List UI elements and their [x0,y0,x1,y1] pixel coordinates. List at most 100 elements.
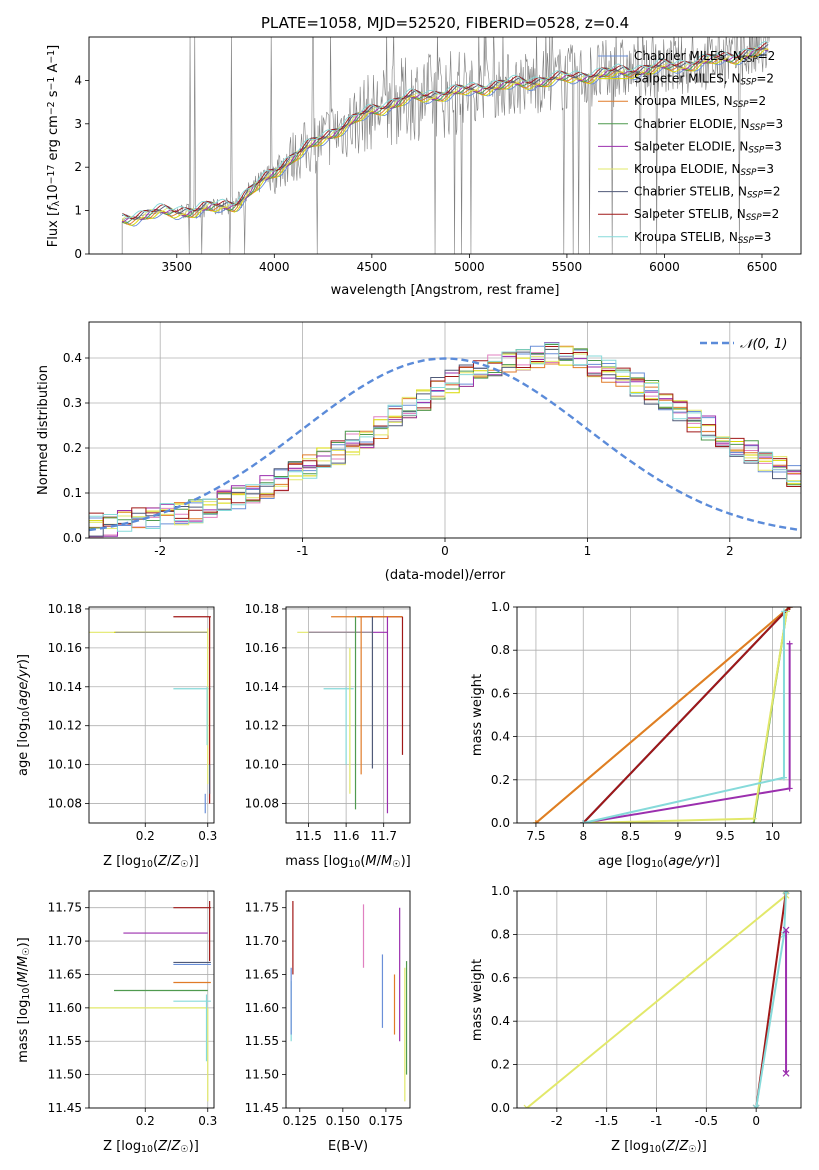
weight-marker [523,1104,531,1108]
x-tick-label: -2 [154,544,166,558]
axes-frame [88,890,215,1109]
legend-label: Salpeter ELODIE, NSSP=3 [634,139,782,155]
y-tick-label: 11.55 [48,1034,82,1048]
x-axis-label: (data-model)/error [385,568,506,583]
plot-age-vs-mass: 11.5 11.6 11.7 10.08 10.10 10.12 10.14 10.16 10.… [245,602,411,870]
axes-frame [285,606,411,824]
x-tick-label: -1 [651,1114,663,1128]
plot-area [517,891,801,1108]
axes-frame [88,36,802,255]
histogram-kroupa-elodie [89,346,801,529]
weight-line-kroupa-miles [535,607,791,823]
x-tick-label: 9.5 [716,829,735,843]
x-tick-label: -0.5 [695,1114,718,1128]
x-tick-label: 0.2 [136,1114,155,1128]
weight-marker [782,926,790,934]
y-tick-label: 0.4 [63,351,82,365]
y-tick-label: 10.16 [48,641,82,655]
y-tick-label: 11.75 [245,901,279,915]
y-tick-label: 0.1 [63,486,82,500]
x-tick-label: 6000 [649,260,680,274]
y-tick-label: 0.6 [491,971,510,985]
x-tick-label: 11.5 [295,829,322,843]
y-axis-label: mass weight [470,674,485,756]
legend-label: Kroupa ELODIE, NSSP=3 [634,162,774,178]
legend-label: Salpeter MILES, NSSP=2 [634,72,774,88]
y-tick-label: 0.6 [491,686,510,700]
y-axis-label: Flux [fλ10−17 erg cm−2 s−1 A−1] [46,45,62,247]
axes-frame [285,890,411,1109]
x-tick-label: 0.150 [326,1114,360,1128]
y-tick-label: 10.10 [245,758,279,772]
model-line-chabrier-miles [122,50,769,227]
y-tick-label: 0.0 [491,816,510,830]
y-axis-label: mass weight [470,959,485,1041]
y-tick-label: 0.8 [491,643,510,657]
legend-label: Kroupa MILES, NSSP=2 [634,94,766,110]
weight-marker [782,1069,790,1077]
x-tick-label: 11.7 [370,829,397,843]
x-tick-label: 0.125 [283,1114,317,1128]
y-tick-label: 10.18 [48,602,82,616]
x-axis-label: mass [log10(M/M☉)] [285,854,411,870]
y-tick-label: 10.12 [245,719,279,733]
x-tick-label: 0 [752,1114,760,1128]
y-tick-label: 0.2 [491,773,510,787]
x-tick-label: 0 [441,544,449,558]
weight-marker [786,640,793,647]
y-tick-label: 0.3 [63,396,82,410]
y-tick-label: 10.12 [48,719,82,733]
y-axis-label: Normed distribution [36,365,51,495]
y-tick-label: 11.55 [245,1034,279,1048]
x-tick-label: 0.3 [198,829,217,843]
x-axis-label: Z [log10(Z/Z☉)] [103,854,199,870]
x-tick-label: 3500 [162,260,193,274]
y-tick-label: 11.70 [48,934,82,948]
weight-marker [750,815,757,822]
y-tick-label: 11.50 [245,1068,279,1082]
weight-line-salpeter-stelib [582,607,791,823]
y-tick-label: 10.08 [245,797,279,811]
y-tick-label: 10.10 [48,758,82,772]
x-tick-label: 9 [674,829,682,843]
y-tick-label: 4 [74,73,82,87]
y-tick-label: 11.70 [245,934,279,948]
y-tick-label: 1.0 [491,600,510,614]
figure-title: PLATE=1058, MJD=52520, FIBERID=0528, z=0… [261,14,629,32]
histogram-salpeter-stelib [89,346,801,527]
model-line-salpeter-stelib [121,42,769,220]
plot-weight-vs-Z: -2 -1.5 -1 -0.5 0 0.0 0.2 0.4 0.6 0.8 1.0 Z [log10(… [470,884,802,1155]
y-tick-label: 0.0 [63,531,82,545]
weight-line-kroupa-elodie [526,894,787,1108]
y-tick-label: 0.8 [491,927,510,941]
spectrum-data [121,37,770,254]
plot-area [89,607,214,823]
plot-area [286,607,410,823]
y-tick-label: 11.75 [48,901,82,915]
legend-label: 𝒩(0, 1) [740,337,787,352]
y-tick-label: 1.0 [491,884,510,898]
weight-marker [780,774,787,781]
y-tick-label: 11.45 [245,1101,279,1115]
y-tick-label: 11.50 [48,1068,82,1082]
plot-area [89,322,801,538]
y-tick-label: 2 [74,160,82,174]
x-tick-label: -2 [551,1114,563,1128]
weight-marker [782,891,790,895]
normal-curve [89,357,801,532]
y-tick-label: 10.14 [48,680,82,694]
weight-marker [580,820,587,823]
plot-residuals: -2 -1 0 1 2 0.0 0.1 0.2 0.3 0.4 𝒩(0, 1) (data-model… [36,321,802,583]
weight-marker [786,785,793,792]
y-tick-label: 10.16 [245,641,279,655]
axes-frame [516,606,802,824]
y-tick-label: 0 [74,247,82,261]
y-tick-label: 0.4 [491,1014,510,1028]
legend-label: Chabrier STELIB, NSSP=2 [634,185,781,201]
weight-marker [532,820,539,823]
x-tick-label: 5000 [454,260,485,274]
x-tick-label: 4500 [357,260,388,274]
y-tick-label: 10.18 [245,602,279,616]
x-tick-label: -1.5 [595,1114,618,1128]
axes-frame [88,606,215,824]
